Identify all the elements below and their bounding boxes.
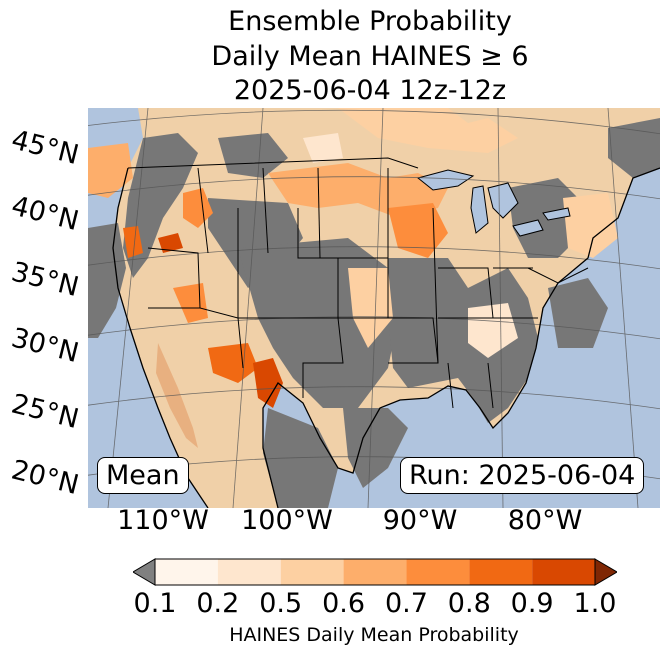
- lon-label-80w: 80°W: [507, 505, 583, 536]
- lat-label-45: 45°N: [8, 124, 82, 172]
- colorbar-tick-label: 1.0: [573, 588, 617, 619]
- colorbar-segments: [155, 559, 595, 585]
- colorbar-segment: [469, 559, 533, 585]
- colorbar: [133, 558, 617, 586]
- colorbar-frame: [154, 558, 596, 586]
- lon-label-100w: 100°W: [241, 505, 333, 536]
- lat-label-35: 35°N: [8, 256, 82, 304]
- baja-peninsula: [156, 343, 198, 448]
- colorbar-tick-label: 0.5: [259, 588, 303, 619]
- lat-label-25: 25°N: [8, 388, 82, 436]
- colorbar-segment: [155, 559, 218, 585]
- colorbar-under-arrow: [133, 558, 156, 586]
- colorbar-tick-label: 0.8: [447, 588, 491, 619]
- colorbar-segment: [343, 559, 407, 585]
- colorbar-segment: [406, 559, 470, 585]
- graticule: [88, 108, 660, 508]
- state-boundaries: [127, 157, 589, 409]
- mean-box: Mean: [97, 457, 189, 494]
- colorbar-tick-label: 0.6: [322, 588, 366, 619]
- lat-label-20: 20°N: [8, 454, 82, 502]
- colorbar-tick-label: 0.7: [384, 588, 428, 619]
- colorbar-tick-label: 0.1: [133, 588, 177, 619]
- colorbar-segment: [280, 559, 344, 585]
- colorbar-segment: [532, 559, 595, 585]
- lon-label-90w: 90°W: [382, 505, 458, 536]
- colorbar-tick-label: 0.2: [196, 588, 240, 619]
- map-panel[interactable]: [88, 108, 660, 508]
- run-date-box: Run: 2025-06-04: [400, 457, 645, 494]
- colorbar-label: HAINES Daily Mean Probability: [229, 624, 519, 646]
- colorbar-segment: [217, 559, 281, 585]
- title-line-2: Daily Mean HAINES ≥ 6: [211, 41, 529, 72]
- lat-label-30: 30°N: [8, 322, 82, 370]
- colorbar-tick-label: 0.9: [510, 588, 554, 619]
- great-lakes: [416, 169, 571, 237]
- colorbar-over-arrow: [594, 558, 617, 586]
- lat-label-40: 40°N: [8, 190, 82, 238]
- lon-label-110w: 110°W: [117, 505, 209, 536]
- title-line-3: 2025-06-04 12z-12z: [233, 75, 507, 106]
- map-svg: [88, 108, 660, 508]
- title-line-1: Ensemble Probability: [228, 6, 512, 37]
